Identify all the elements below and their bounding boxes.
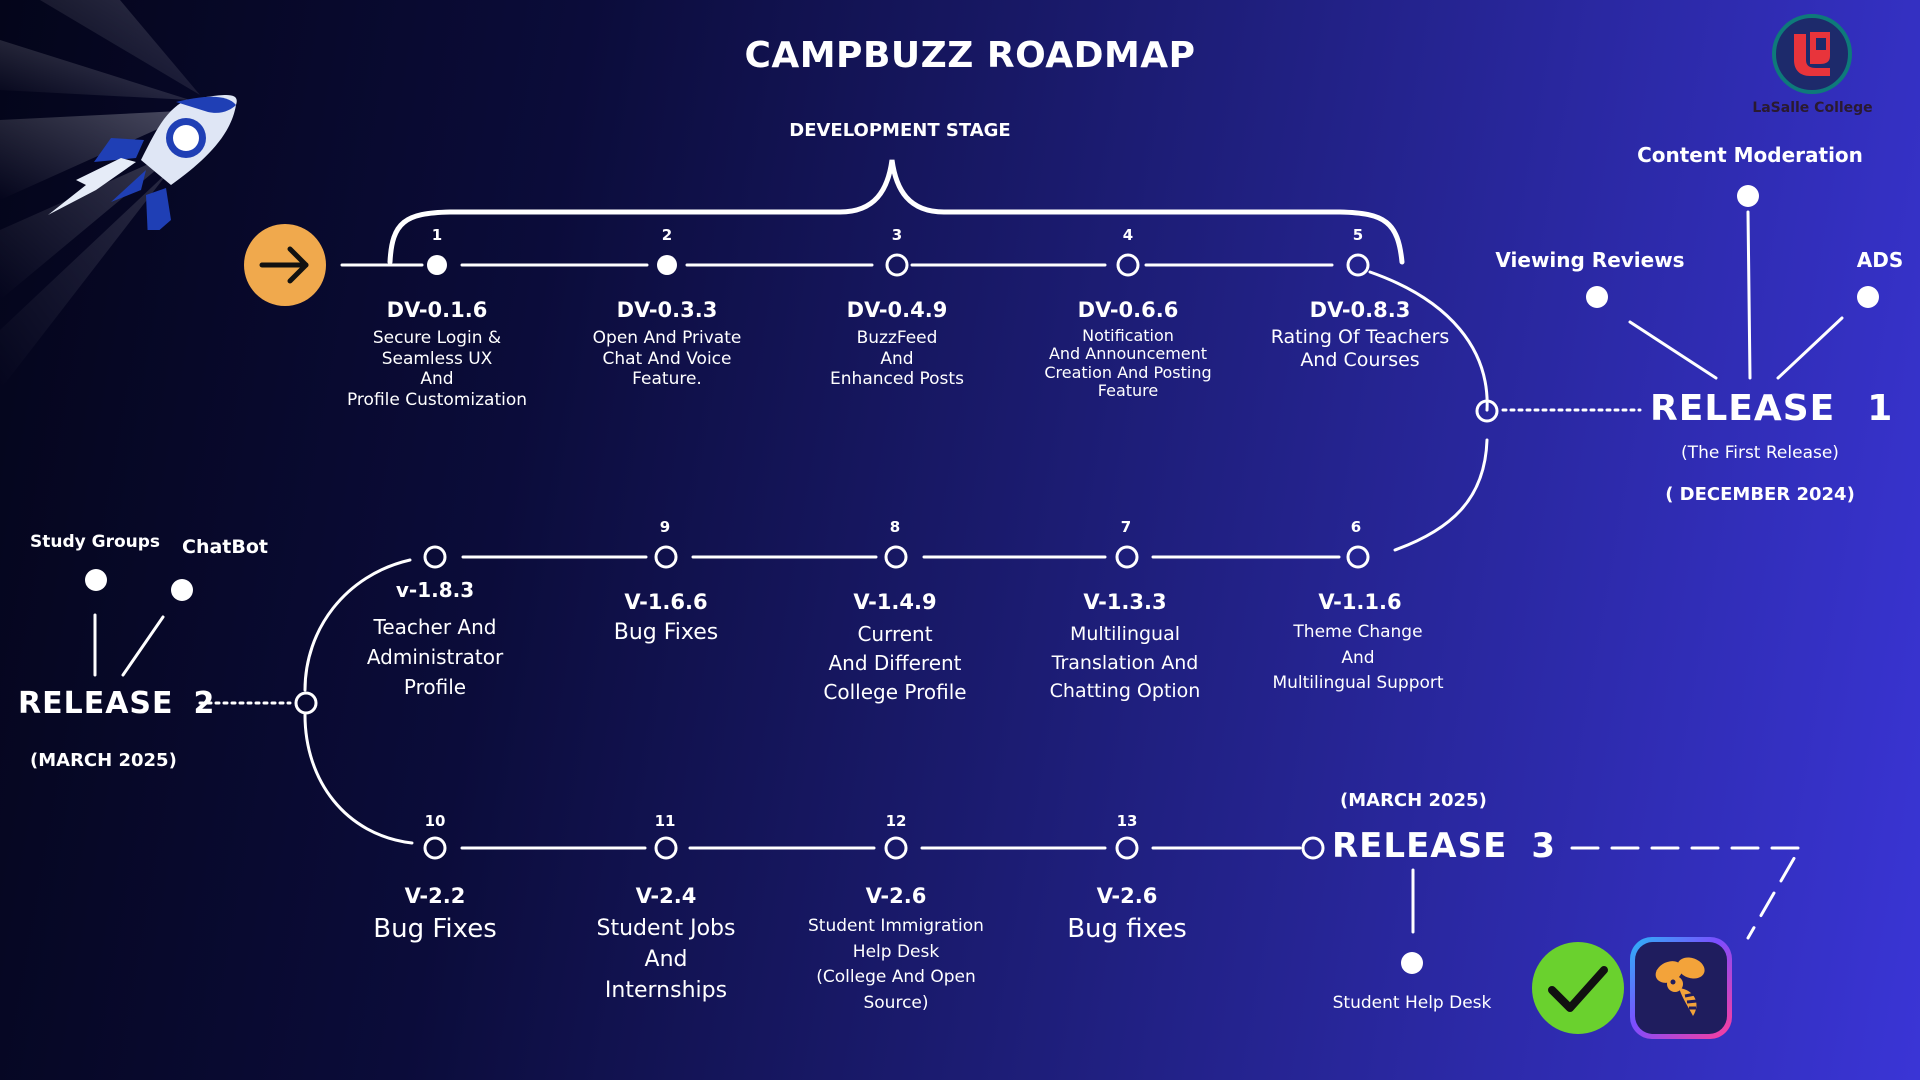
milestone-number: 8 [889,518,901,536]
milestone-description: BuzzFeed And Enhanced Posts [830,328,964,390]
node-5 [1346,253,1370,277]
feature-dot-chatbot [171,579,193,601]
milestone-version: DV-0.3.3 [616,298,718,322]
checkmark-icon [1548,966,1608,1012]
release2-label: RELEASE 2 [18,686,216,721]
milestone-version: V-2.6 [865,884,927,908]
node-12 [884,836,908,860]
feature-dot-viewing-reviews [1586,286,1608,308]
milestone-description: Teacher And Administrator Profile [366,615,504,699]
feature-content-moderation: Content Moderation [1637,143,1863,167]
milestone-number: 3 [891,226,903,244]
feature-student-help-desk: Student Help Desk [1332,993,1492,1013]
milestone-description: Secure Login & Seamless UX And Profile Cust… [346,328,528,411]
milestone-version: V-2.4 [635,884,697,908]
milestone-number: 6 [1350,518,1362,536]
release3-date: (MARCH 2025) [1340,790,1487,811]
milestone-description: Open And Private Chat And Voice Feature. [592,328,742,390]
feature-dot-student-help-desk [1401,952,1423,974]
milestone-number: 4 [1122,226,1134,244]
node-13 [1115,836,1139,860]
milestone-description: Notification And Announcement Creation And… [1044,326,1212,401]
milestone-version: V-2.6 [1096,884,1158,908]
feature-dot-ads [1857,286,1879,308]
milestone-version: DV-0.8.3 [1309,298,1411,322]
milestone-description: Current And Different College Profile [823,622,967,704]
release1-date: ( DECEMBER 2024) [1665,484,1855,505]
release1-label: RELEASE 1 [1650,388,1894,429]
bee-app-icon [1655,957,1705,1016]
milestone-number: 9 [659,518,671,536]
node-7 [1115,545,1139,569]
milestone-description: Bug fixes [1067,914,1187,944]
release2-node [294,691,318,715]
milestone-number: 1 [431,226,443,244]
college-logo-name: LaSalle College [1752,100,1873,116]
node-3 [885,253,909,277]
release3-label: RELEASE 3 [1332,826,1556,866]
node-4 [1116,253,1140,277]
node-1 [427,255,447,275]
arrow-right-icon [259,246,309,284]
milestone-description: Bug Fixes [373,914,497,944]
milestone-version: DV-0.1.6 [386,298,488,322]
node-10 [423,836,447,860]
milestone-number: 12 [885,812,907,830]
milestone-number: 5 [1352,226,1364,244]
milestone-version: DV-0.6.6 [1077,298,1179,322]
milestone-version: v-1.8.3 [395,578,475,602]
milestone-version: V-1.6.6 [624,590,708,614]
node-8 [884,545,908,569]
feature-dot-content-moderation [1737,185,1759,207]
release1-subtitle: (The First Release) [1681,443,1839,463]
milestone-number: 13 [1116,812,1138,830]
page-title: CAMPBUZZ ROADMAP [744,35,1196,76]
node-6 [1346,545,1370,569]
node-9 [654,545,678,569]
milestone-version: DV-0.4.9 [846,298,948,322]
feature-viewing-reviews: Viewing Reviews [1495,248,1685,272]
milestone-version: V-2.2 [404,884,466,908]
feature-ads: ADS [1856,248,1904,272]
rocket-icon [48,95,237,230]
milestone-description: Student Jobs And Internships [596,916,736,1003]
checkmark-badge [1532,942,1624,1034]
milestone-description: Student Immigration Help Desk (College And… [808,916,984,1013]
milestone-number: 10 [424,812,446,830]
milestone-version: V-1.3.3 [1083,590,1167,614]
app-icon [1630,937,1732,1039]
release2-date: (MARCH 2025) [30,750,177,771]
feature-chatbot: ChatBot [182,536,268,558]
milestone-description: Bug Fixes [613,620,719,645]
milestone-description: Rating Of Teachers And Courses [1270,326,1450,371]
milestone-description: Theme Change And Multilingual Support [1272,622,1444,693]
start-arrow-button [244,224,326,306]
milestone-version: V-1.1.6 [1318,590,1402,614]
node-v183 [423,545,447,569]
development-stage-label: DEVELOPMENT STAGE [789,120,1011,141]
milestone-description: Multilingual Translation And Chatting Opti… [1049,623,1201,702]
release1-node [1475,399,1499,423]
college-logo-icon [1772,14,1852,94]
milestone-number: 11 [654,812,676,830]
milestone-version: V-1.4.9 [853,590,937,614]
milestone-number: 7 [1120,518,1132,536]
feature-dot-study-groups [85,569,107,591]
node-11 [654,836,678,860]
feature-study-groups: Study Groups [30,532,161,552]
release3-node [1301,836,1325,860]
milestone-number: 2 [661,226,673,244]
node-2 [657,255,677,275]
